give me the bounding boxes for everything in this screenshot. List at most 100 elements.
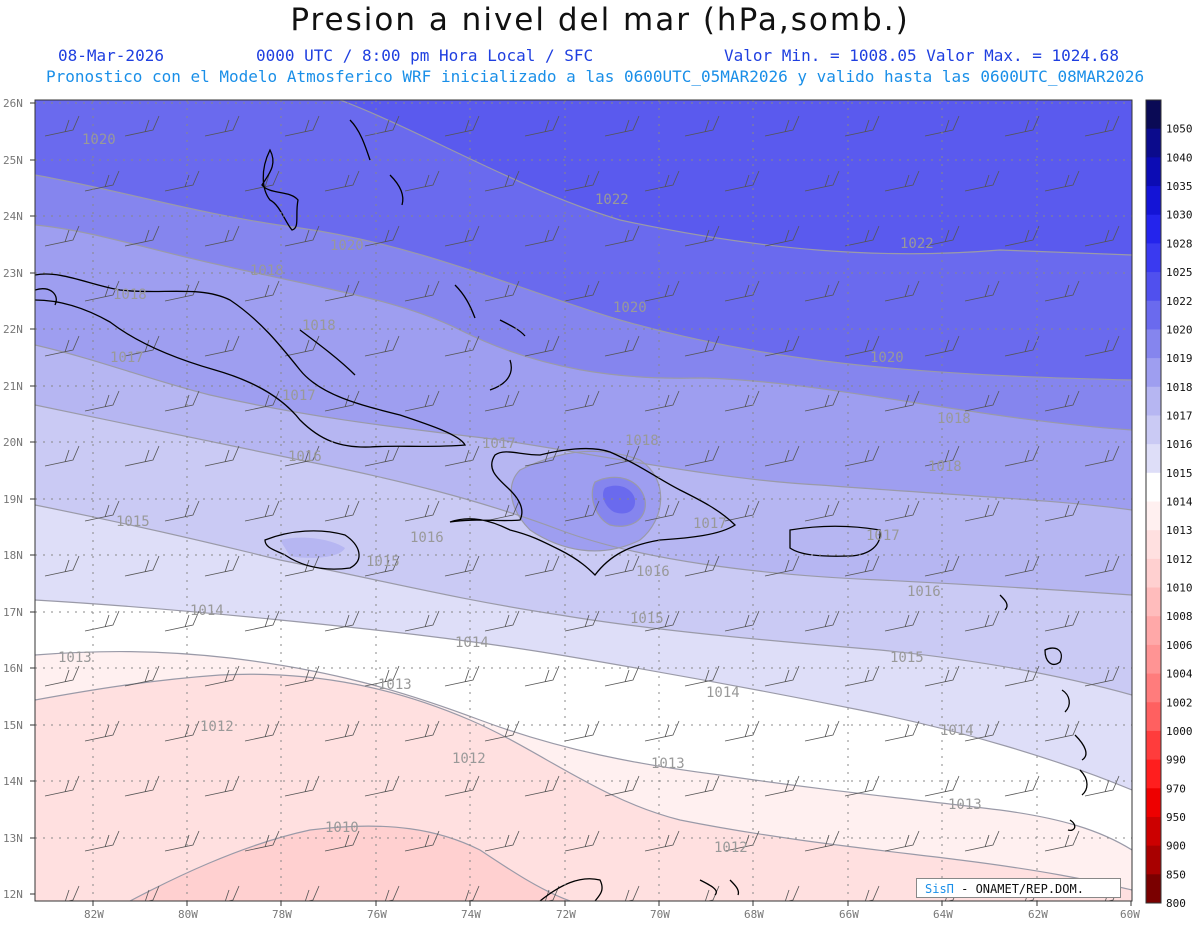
wind-barb (844, 115, 880, 137)
colorbar-label: 1028 (1166, 237, 1193, 250)
wind-barb (764, 225, 800, 247)
wind-barb (404, 280, 440, 302)
contour-label: 1013 (948, 797, 982, 813)
contour-label: 1013 (58, 650, 92, 666)
lat-label: 26N (3, 97, 23, 110)
wind-barb (964, 830, 1000, 852)
wind-barb (284, 445, 320, 467)
wind-barb (564, 610, 600, 632)
wind-barb (444, 445, 480, 467)
wind-barb (124, 115, 160, 137)
colorbar-label: 1018 (1166, 381, 1193, 394)
colorbar-swatch (1146, 243, 1161, 273)
lat-label: 15N (3, 719, 23, 732)
colorbar: 1050 1040 1035 1030 1028 1025 1022 1020 1019 1018… (1145, 99, 1193, 910)
wind-barb (724, 170, 760, 192)
wind-barb (924, 555, 960, 577)
colorbar-label: 1012 (1166, 553, 1193, 566)
wind-barb (884, 720, 920, 742)
lat-label: 22N (3, 323, 23, 336)
wind-barb (1084, 445, 1120, 467)
colorbar-swatch (1146, 616, 1161, 646)
wind-barb (484, 610, 520, 632)
colorbar-swatch (1146, 759, 1161, 789)
wind-barb (44, 115, 80, 137)
wind-barb (244, 720, 280, 742)
longitude-labels: 82W 80W 78W 76W 74W 72W 70W 68W 66W 64W … (84, 908, 1140, 921)
colorbar-swatch (1146, 444, 1161, 474)
colorbar-label: 1022 (1166, 295, 1193, 308)
wind-barb (924, 115, 960, 137)
wind-barb (364, 555, 400, 577)
colorbar-label: 1019 (1166, 352, 1193, 365)
wind-barb (484, 500, 520, 522)
colorbar-swatch (1146, 730, 1161, 761)
lon-label: 60W (1120, 908, 1140, 921)
lat-label: 13N (3, 832, 23, 845)
wind-barb (724, 610, 760, 632)
wind-barb (404, 390, 440, 412)
lat-label: 23N (3, 267, 23, 280)
wind-barb (84, 720, 120, 742)
colorbar-frame (1145, 99, 1162, 904)
lon-label: 72W (556, 908, 576, 921)
wind-barb (884, 830, 920, 852)
wind-barb (1004, 555, 1040, 577)
colorbar-swatch (1146, 100, 1161, 130)
contour-label: 1016 (410, 530, 444, 546)
wind-barb (244, 170, 280, 192)
wind-barb (324, 720, 360, 742)
wind-barb (524, 115, 560, 137)
lon-label: 78W (272, 908, 292, 921)
contour-label: 1016 (636, 564, 670, 580)
wind-barb (884, 170, 920, 192)
wind-barb (644, 610, 680, 632)
wind-barb (484, 280, 520, 302)
contour-label: 1010 (325, 820, 359, 836)
wind-barb (404, 170, 440, 192)
wind-barb (924, 335, 960, 357)
lon-label: 64W (933, 908, 953, 921)
colorbar-swatch (1146, 558, 1161, 589)
wind-barb (324, 500, 360, 522)
colorbar-label: 1010 (1166, 582, 1193, 595)
wind-barb (804, 720, 840, 742)
wind-barb (804, 170, 840, 192)
wind-barb (924, 445, 960, 467)
wind-barb (924, 225, 960, 247)
wind-barb (204, 445, 240, 467)
wind-barb (604, 665, 640, 687)
wind-barb (764, 555, 800, 577)
wind-barb (844, 225, 880, 247)
colorbar-swatch (1146, 214, 1161, 244)
colorbar-swatch (1146, 530, 1161, 560)
lat-label: 18N (3, 549, 23, 562)
contour-label: 1015 (366, 554, 400, 570)
contour-label: 1013 (651, 756, 685, 772)
wind-barb (604, 225, 640, 247)
wind-barb (44, 225, 80, 247)
lon-label: 82W (84, 908, 104, 921)
wind-barb (364, 445, 400, 467)
wind-barb (484, 720, 520, 742)
wind-barb (84, 610, 120, 632)
wind-barb (464, 885, 480, 901)
wind-barb (804, 610, 840, 632)
colorbar-label: 800 (1166, 897, 1186, 910)
lon-label: 70W (650, 908, 670, 921)
wind-barb (964, 500, 1000, 522)
colorbar-swatch (1146, 874, 1161, 904)
lon-label: 80W (178, 908, 198, 921)
wind-barb (484, 390, 520, 412)
wind-barb (44, 555, 80, 577)
min-max-values: Valor Min. = 1008.05 Valor Max. = 1024.6… (724, 46, 1119, 65)
wind-barb (444, 555, 480, 577)
lon-label: 68W (744, 908, 764, 921)
wind-barb (364, 665, 400, 687)
colorbar-label: 1013 (1166, 524, 1193, 537)
colorbar-swatch (1146, 644, 1161, 675)
wind-barb (324, 830, 360, 852)
colorbar-label: 1006 (1166, 639, 1193, 652)
wind-barb (84, 500, 120, 522)
wind-barb (724, 280, 760, 302)
